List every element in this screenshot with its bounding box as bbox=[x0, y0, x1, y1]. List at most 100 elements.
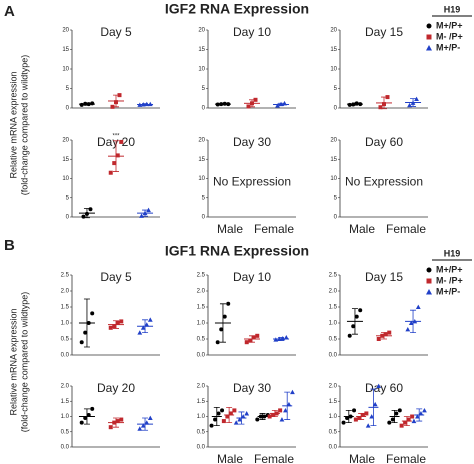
y-tick-label: 0 bbox=[202, 215, 206, 221]
legend-marker bbox=[426, 23, 432, 29]
legend-label: M- /P+ bbox=[436, 31, 463, 41]
legend-marker bbox=[426, 278, 432, 284]
data-point bbox=[83, 330, 88, 335]
data-point bbox=[385, 95, 390, 100]
error-bar bbox=[278, 102, 285, 107]
error-bar bbox=[142, 319, 149, 333]
error-bar bbox=[403, 416, 410, 427]
error-bar bbox=[271, 410, 278, 417]
y-tick-label: 2.5 bbox=[197, 273, 206, 279]
legend-marker bbox=[426, 34, 432, 40]
y-tick-label: 2.0 bbox=[61, 289, 70, 295]
data-point bbox=[358, 308, 363, 313]
y-tick-label: 1.5 bbox=[197, 399, 206, 405]
data-point bbox=[351, 324, 356, 329]
error-bar bbox=[249, 99, 255, 108]
data-point bbox=[79, 420, 84, 425]
data-point bbox=[147, 101, 153, 107]
y-tick-label: 0.5 bbox=[197, 429, 206, 435]
error-bar bbox=[113, 417, 119, 428]
legend-label: M+/P- bbox=[436, 42, 460, 52]
data-point bbox=[83, 416, 88, 421]
legend-label: M- /P+ bbox=[436, 275, 463, 285]
significance: *** bbox=[112, 133, 120, 139]
data-point bbox=[119, 417, 124, 422]
y-tick-label: 5 bbox=[334, 86, 338, 92]
legend-title: H19 bbox=[444, 248, 461, 258]
subplot-title: Day 5 bbox=[100, 25, 132, 39]
data-point bbox=[378, 105, 383, 110]
error-bar bbox=[226, 406, 233, 423]
y-tick-label: 0.0 bbox=[61, 353, 70, 359]
data-point bbox=[415, 304, 421, 309]
data-point bbox=[364, 411, 369, 416]
data-point bbox=[399, 423, 404, 428]
data-point bbox=[144, 420, 150, 425]
x-tick-label: Female bbox=[386, 222, 426, 236]
data-point bbox=[405, 327, 411, 332]
error-bar bbox=[113, 320, 119, 329]
error-bar bbox=[381, 332, 387, 340]
data-point bbox=[255, 333, 260, 338]
data-point bbox=[237, 417, 243, 422]
y-tick-label: 0.5 bbox=[329, 337, 338, 343]
data-point bbox=[147, 415, 153, 421]
error-bar bbox=[83, 208, 90, 219]
data-point bbox=[408, 320, 414, 325]
y-tick-label: 10 bbox=[198, 67, 205, 73]
legend-title: H19 bbox=[444, 4, 461, 14]
data-point bbox=[376, 337, 381, 341]
panel-title: IGF1 RNA Expression bbox=[165, 243, 309, 259]
annotation: No Expression bbox=[345, 175, 423, 189]
y-tick-label: 10 bbox=[330, 176, 337, 182]
y-tick-label: 5 bbox=[202, 195, 206, 201]
y-tick-label: 5 bbox=[202, 86, 206, 92]
error-bar bbox=[381, 96, 387, 110]
data-point bbox=[244, 411, 250, 416]
data-point bbox=[144, 322, 150, 327]
error-bar bbox=[142, 209, 149, 217]
data-point bbox=[376, 383, 382, 388]
data-point bbox=[387, 420, 392, 425]
panel-label: A bbox=[4, 3, 15, 20]
error-bar bbox=[351, 102, 358, 106]
data-point bbox=[353, 417, 358, 422]
data-point bbox=[411, 418, 417, 424]
data-point bbox=[275, 103, 280, 108]
data-point bbox=[108, 425, 113, 430]
legend-marker bbox=[426, 289, 432, 295]
y-tick-label: 20 bbox=[62, 28, 69, 34]
error-bar bbox=[370, 388, 377, 427]
error-bar bbox=[83, 408, 90, 425]
error-bar bbox=[238, 411, 245, 425]
y-tick-label: 0.0 bbox=[61, 445, 70, 451]
data-point bbox=[390, 417, 395, 422]
x-tick-label: Male bbox=[349, 222, 375, 236]
data-point bbox=[369, 414, 375, 419]
y-tick-label: 5 bbox=[334, 195, 338, 201]
data-point bbox=[283, 335, 289, 340]
data-point bbox=[147, 317, 153, 322]
y-tick-label: 15 bbox=[198, 47, 205, 53]
data-point bbox=[347, 333, 352, 338]
error-bar bbox=[142, 103, 149, 106]
y-tick-label: 0 bbox=[66, 106, 70, 112]
data-point bbox=[248, 338, 253, 343]
data-point bbox=[228, 411, 233, 416]
error-bar bbox=[219, 303, 226, 343]
y-tick-label: 2.0 bbox=[329, 289, 338, 295]
error-bar bbox=[213, 406, 220, 427]
data-point bbox=[253, 97, 258, 102]
data-point bbox=[240, 414, 246, 419]
y-tick-label: 0.0 bbox=[329, 353, 338, 359]
data-point bbox=[225, 414, 230, 419]
y-tick-label: 1.0 bbox=[329, 321, 338, 327]
y-tick-label: 0.5 bbox=[197, 337, 206, 343]
data-point bbox=[233, 420, 239, 425]
y-tick-label: 0 bbox=[202, 106, 206, 112]
data-point bbox=[414, 96, 419, 102]
legend-marker bbox=[426, 45, 432, 51]
y-axis-label: (fold-change compared to wildtype) bbox=[19, 292, 29, 433]
data-point bbox=[213, 417, 218, 422]
y-tick-label: 0.0 bbox=[197, 353, 206, 359]
